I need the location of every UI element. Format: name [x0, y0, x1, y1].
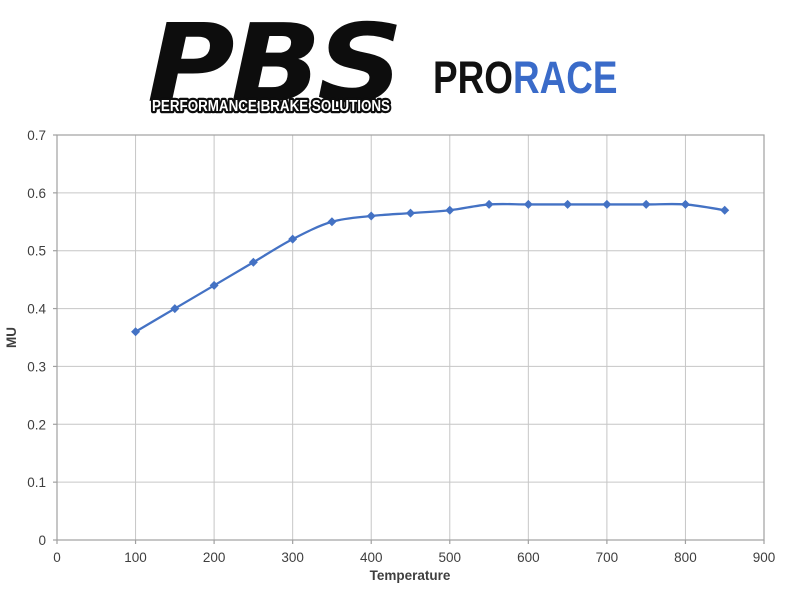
- y-tick-label: 0: [38, 533, 46, 548]
- data-point-marker: [523, 199, 533, 209]
- data-point-marker: [680, 199, 690, 209]
- series-line: [134, 202, 726, 333]
- x-tick-label: 200: [203, 550, 226, 565]
- data-point-marker: [288, 234, 298, 244]
- data-point-marker: [366, 211, 376, 221]
- pbs-logo: PBS PERFORMANCE BRAKE SOLUTIONS: [147, 10, 403, 114]
- y-tick-label: 0.4: [27, 302, 46, 317]
- x-tick-label: 0: [53, 550, 61, 565]
- data-point-marker: [327, 217, 337, 227]
- x-tick-label: 700: [596, 550, 619, 565]
- x-tick-label: 800: [674, 550, 697, 565]
- x-tick-label: 100: [124, 550, 147, 565]
- y-tick-label: 0.2: [27, 417, 46, 432]
- header: PBS PERFORMANCE BRAKE SOLUTIONS PRORACE: [0, 0, 800, 120]
- data-point-marker: [563, 199, 573, 209]
- x-tick-label: 600: [517, 550, 540, 565]
- chart-tick-labels: 0 100 200 300 400 500 600 700 800 900 0 0.1 0.2 0.3 0.…: [27, 128, 775, 565]
- chart-series: [131, 199, 730, 337]
- x-tick-label: 500: [439, 550, 462, 565]
- prorace-pro-text: PRO: [433, 52, 513, 103]
- x-axis-title: Temperature: [370, 568, 451, 583]
- x-tick-label: 900: [753, 550, 776, 565]
- data-point-marker: [602, 199, 612, 209]
- plot-border: [56, 134, 765, 541]
- y-tick-label: 0.5: [27, 244, 46, 259]
- pbs-logo-text: PBS: [147, 10, 399, 114]
- chart-gridlines: [56, 134, 765, 541]
- x-tick-label: 300: [281, 550, 304, 565]
- data-point-marker: [248, 257, 258, 267]
- data-point-marker: [641, 199, 651, 209]
- data-point-marker: [131, 327, 141, 337]
- data-point-marker: [406, 208, 415, 218]
- data-point-marker: [720, 205, 730, 215]
- prorace-wordmark: PRORACE: [433, 55, 618, 100]
- y-tick-label: 0.7: [27, 128, 46, 143]
- data-point-marker: [170, 304, 180, 314]
- x-tick-label: 400: [360, 550, 383, 565]
- data-point-marker: [484, 199, 494, 209]
- y-tick-label: 0.3: [27, 359, 46, 374]
- data-point-marker: [445, 205, 455, 215]
- y-tick-label: 0.1: [27, 475, 46, 490]
- data-point-marker: [209, 280, 219, 290]
- pbs-logo-tagline: PERFORMANCE BRAKE SOLUTIONS: [152, 98, 390, 114]
- y-tick-label: 0.6: [27, 186, 46, 201]
- y-axis-title: MU: [4, 327, 19, 348]
- prorace-race-text: RACE: [512, 52, 618, 103]
- chart-axis-ticks: [53, 134, 765, 544]
